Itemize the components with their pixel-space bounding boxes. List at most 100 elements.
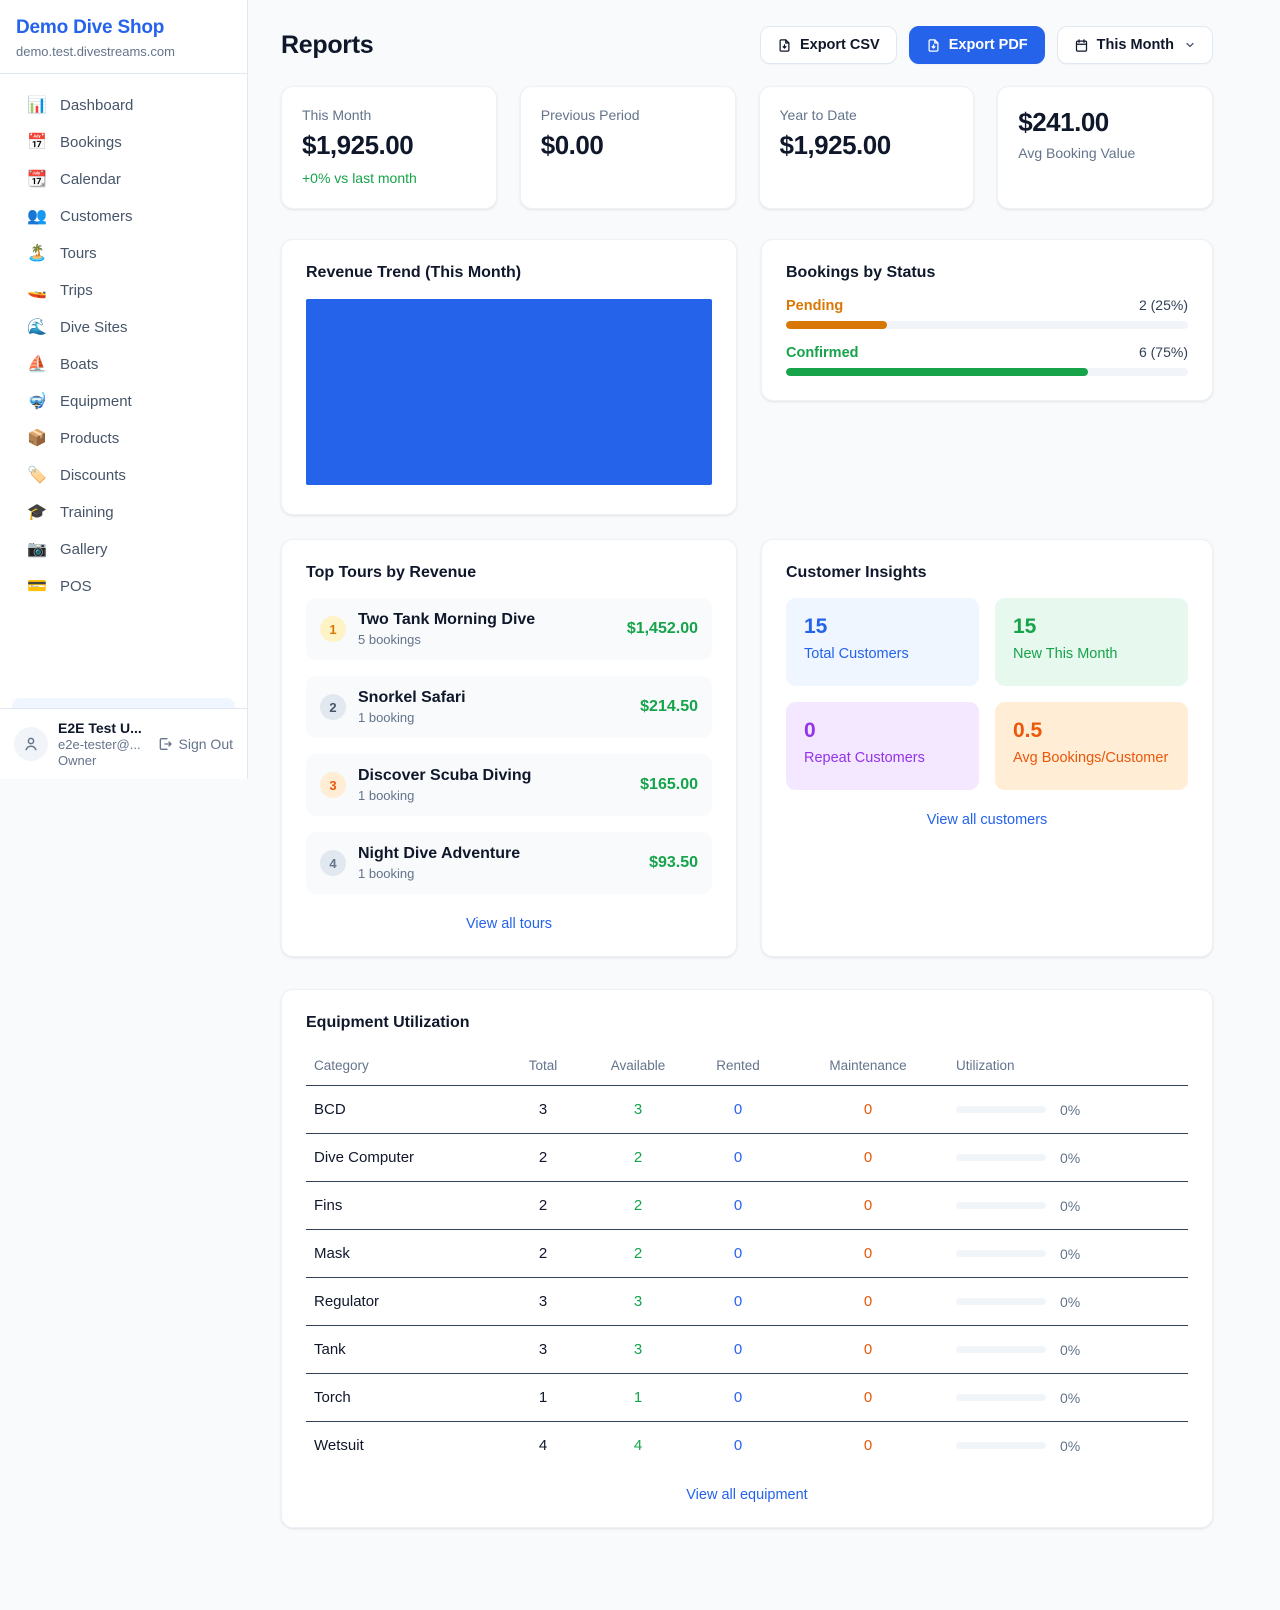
user-meta: E2E Test U... e2e-tester@... Owner xyxy=(58,720,142,768)
cell-category: Dive Computer xyxy=(306,1133,498,1182)
customer-insights-card: Customer Insights 15 Total Customers 15 … xyxy=(761,539,1213,957)
tile-label: New This Month xyxy=(1013,646,1118,662)
sidebar-item-products[interactable]: 📦 Products xyxy=(12,420,235,457)
sidebar-item-label: Calendar xyxy=(60,171,121,188)
rank-badge: 2 xyxy=(320,694,346,720)
cell-available: 3 xyxy=(588,1085,688,1134)
sidebar-item-label: Training xyxy=(60,504,114,521)
view-all-tours-link[interactable]: View all tours xyxy=(466,916,552,932)
tour-bookings: 1 booking xyxy=(358,788,415,803)
cell-maintenance: 0 xyxy=(788,1277,948,1326)
column-header: Total xyxy=(498,1048,588,1086)
rank-badge: 3 xyxy=(320,772,346,798)
bookings-calendar-icon: 📅 xyxy=(27,133,47,151)
sidebar-item-bookings[interactable]: 📅 Bookings xyxy=(12,124,235,161)
sign-out-label: Sign Out xyxy=(178,736,233,752)
cell-total: 1 xyxy=(498,1373,588,1422)
credit-card-icon: 💳 xyxy=(27,577,47,595)
graduation-cap-icon: 🎓 xyxy=(27,503,47,521)
cell-category: Wetsuit xyxy=(314,1437,364,1454)
cell-category: Fins xyxy=(306,1181,498,1230)
revenue-trend-title: Revenue Trend (This Month) xyxy=(306,264,522,281)
sidebar-item-label: Discounts xyxy=(60,467,126,484)
view-all-customers-link[interactable]: View all customers xyxy=(926,812,1048,828)
tour-revenue: $1,452.00 xyxy=(626,620,698,637)
utilization-bar xyxy=(956,1106,1046,1113)
table-row: Mask 2 2 0 0 0% xyxy=(306,1229,1188,1278)
revenue-trend-bar xyxy=(306,299,712,485)
sign-out-button[interactable]: Sign Out xyxy=(157,736,233,752)
stat-value: $241.00 xyxy=(1018,107,1109,137)
sidebar-item-dashboard[interactable]: 📊 Dashboard xyxy=(12,87,235,124)
cell-category: BCD xyxy=(306,1085,498,1134)
status-count: 2 (25%) xyxy=(1138,297,1188,313)
bookings-by-status-card: Bookings by Status Pending 2 (25%) Confi… xyxy=(761,239,1213,401)
tour-name: Discover Scuba Diving xyxy=(358,767,532,784)
customer-insights-title: Customer Insights xyxy=(786,564,927,581)
speedboat-icon: 🚤 xyxy=(27,281,47,299)
tour-bookings: 1 booking xyxy=(358,866,415,881)
sidebar-item-trips[interactable]: 🚤 Trips xyxy=(12,272,235,309)
utilization-bar xyxy=(956,1298,1046,1305)
sidebar-item-dive-sites[interactable]: 🌊 Dive Sites xyxy=(12,309,235,346)
status-row-pending: Pending 2 (25%) xyxy=(786,297,1188,329)
column-header: Category xyxy=(306,1048,498,1086)
person-icon xyxy=(25,737,37,751)
sidebar-item-discounts[interactable]: 🏷️ Discounts xyxy=(12,457,235,494)
table-row: Torch 1 1 0 0 0% xyxy=(306,1373,1188,1422)
export-csv-button[interactable]: Export CSV xyxy=(759,26,897,64)
sidebar-item-pos[interactable]: 💳 POS xyxy=(12,568,235,605)
tile-new-this-month: 15 New This Month xyxy=(995,598,1188,686)
stat-value: $0.00 xyxy=(540,130,604,160)
status-count: 6 (75%) xyxy=(1138,344,1188,360)
cell-rented: 0 xyxy=(688,1181,788,1230)
top-tours-card: Top Tours by Revenue 1 Two Tank Morning … xyxy=(281,539,737,957)
tour-name: Night Dive Adventure xyxy=(358,845,521,862)
export-pdf-button[interactable]: Export PDF xyxy=(908,26,1045,64)
sidebar-item-calendar[interactable]: 📆 Calendar xyxy=(12,161,235,198)
equipment-utilization-card: Equipment Utilization Category Total Ava… xyxy=(281,989,1213,1528)
sidebar-user-footer: E2E Test U... e2e-tester@... Owner Sign … xyxy=(0,708,247,779)
tour-bookings: 1 booking xyxy=(358,710,415,725)
sidebar-item-gallery[interactable]: 📷 Gallery xyxy=(12,531,235,568)
user-name: E2E Test U... xyxy=(58,720,142,736)
tour-row[interactable]: 4 Night Dive Adventure 1 booking $93.50 xyxy=(306,832,712,894)
table-row: Tank 3 3 0 0 0% xyxy=(306,1325,1188,1374)
export-pdf-label: Export PDF xyxy=(948,37,1028,53)
wave-icon: 🌊 xyxy=(27,318,47,336)
tour-row[interactable]: 2 Snorkel Safari 1 booking $214.50 xyxy=(306,676,712,738)
sidebar: Demo Dive Shop demo.test.divestreams.com… xyxy=(0,0,248,779)
period-dropdown[interactable]: This Month xyxy=(1056,26,1213,64)
tour-revenue: $165.00 xyxy=(640,776,698,793)
cell-total: 3 xyxy=(498,1277,588,1326)
sidebar-item-reports-partial[interactable] xyxy=(12,698,235,708)
tour-name: Snorkel Safari xyxy=(358,689,466,706)
package-icon: 📦 xyxy=(27,429,47,447)
table-row: Regulator 3 3 0 0 0% xyxy=(306,1277,1188,1326)
view-all-equipment-link[interactable]: View all equipment xyxy=(686,1487,808,1503)
equipment-table: Category Total Available Rented Maintena… xyxy=(306,1048,1188,1469)
cell-rented: 0 xyxy=(688,1277,788,1326)
cell-maintenance: 0 xyxy=(788,1325,948,1374)
cell-available: 4 xyxy=(633,1437,643,1454)
cell-rented: 0 xyxy=(688,1325,788,1374)
utilization-bar xyxy=(956,1250,1046,1257)
calendar-icon: 📆 xyxy=(27,170,47,188)
chevron-down-icon xyxy=(1186,42,1194,48)
utilization-bar xyxy=(956,1442,1046,1449)
status-row-confirmed: Confirmed 6 (75%) xyxy=(786,344,1188,376)
sidebar-item-equipment[interactable]: 🤿 Equipment xyxy=(12,383,235,420)
sidebar-item-customers[interactable]: 👥 Customers xyxy=(12,198,235,235)
period-label: This Month xyxy=(1096,37,1174,53)
sidebar-item-training[interactable]: 🎓 Training xyxy=(12,494,235,531)
tour-row[interactable]: 1 Two Tank Morning Dive 5 bookings $1,45… xyxy=(306,598,712,660)
tile-label: Total Customers xyxy=(804,646,909,662)
sidebar-item-boats[interactable]: ⛵ Boats xyxy=(12,346,235,383)
sidebar-item-tours[interactable]: 🏝️ Tours xyxy=(12,235,235,272)
tour-bookings: 5 bookings xyxy=(358,632,421,647)
tour-row[interactable]: 3 Discover Scuba Diving 1 booking $165.0… xyxy=(306,754,712,816)
shop-domain: demo.test.divestreams.com xyxy=(16,44,175,59)
sailboat-icon: ⛵ xyxy=(27,355,47,373)
cell-rented: 0 xyxy=(688,1133,788,1182)
progress-track xyxy=(786,321,1188,329)
